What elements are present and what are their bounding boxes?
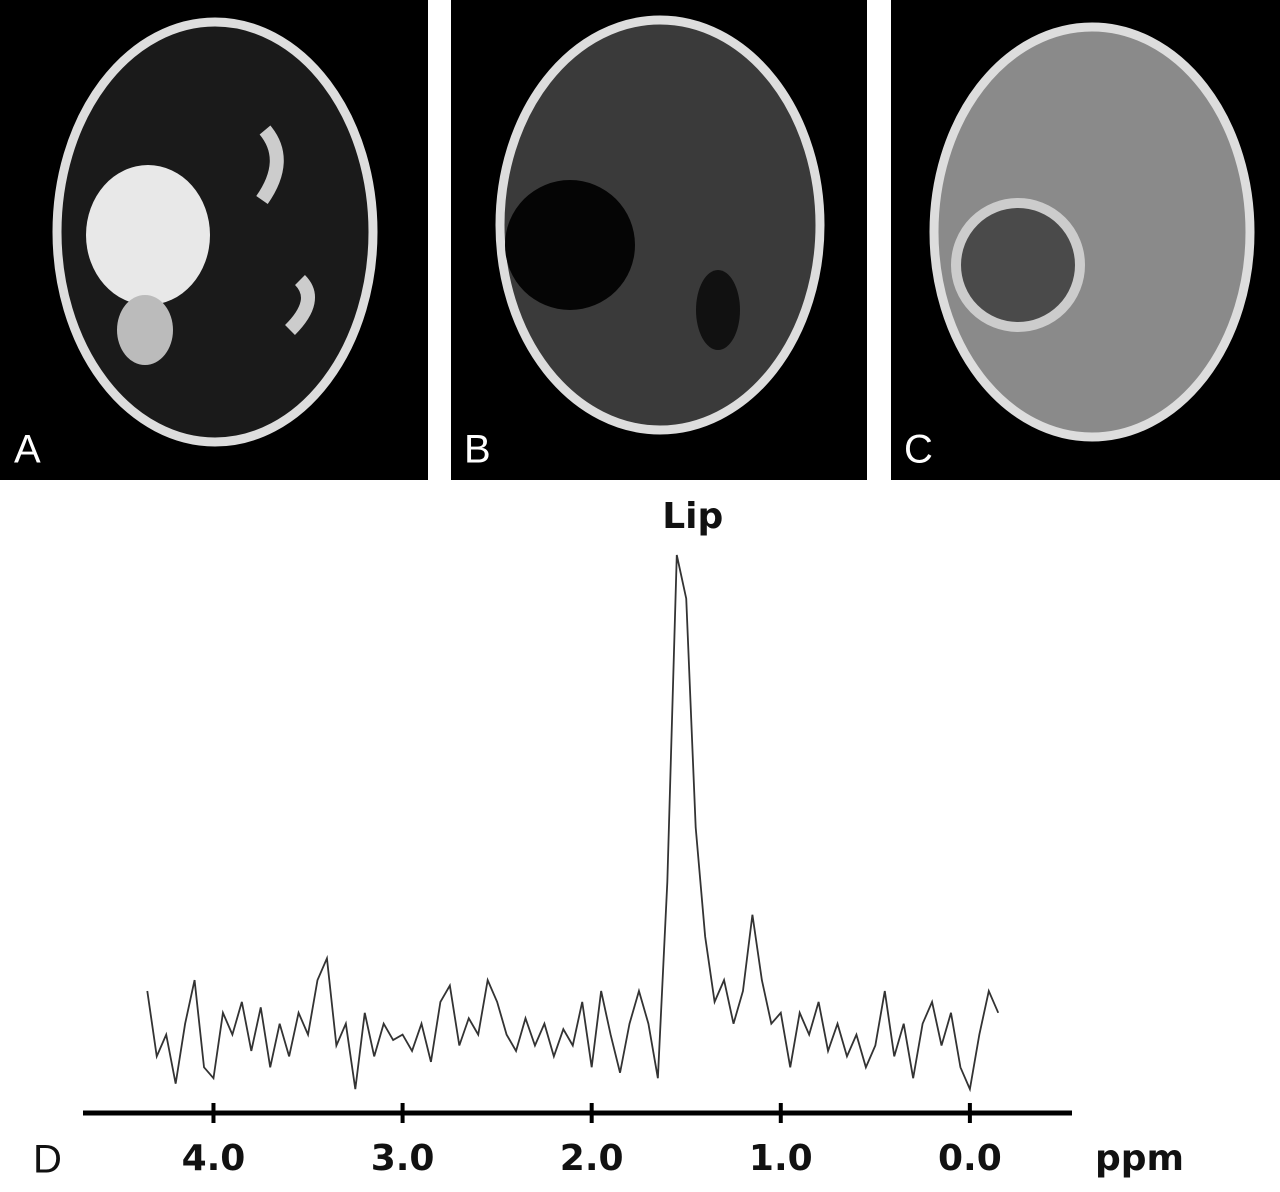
mri-panel-a: A [0,0,428,480]
x-axis-label: ppm [1095,1138,1184,1179]
x-tick-label: 4.0 [182,1138,246,1179]
x-tick-label: 3.0 [371,1138,435,1179]
x-tick-label: 2.0 [560,1138,624,1179]
panel-label: B [464,428,491,472]
panel-label: C [904,428,933,472]
panel-label: A [14,428,41,472]
mri-panel-b: B [451,0,867,480]
panel-label: D [33,1138,62,1182]
peak-annotation: Lip [662,496,723,537]
spectrum-line [146,554,1000,1093]
mri-panel-c: C [891,0,1280,480]
x-tick-label: 0.0 [938,1138,1002,1179]
x-tick-label: 1.0 [749,1138,813,1179]
